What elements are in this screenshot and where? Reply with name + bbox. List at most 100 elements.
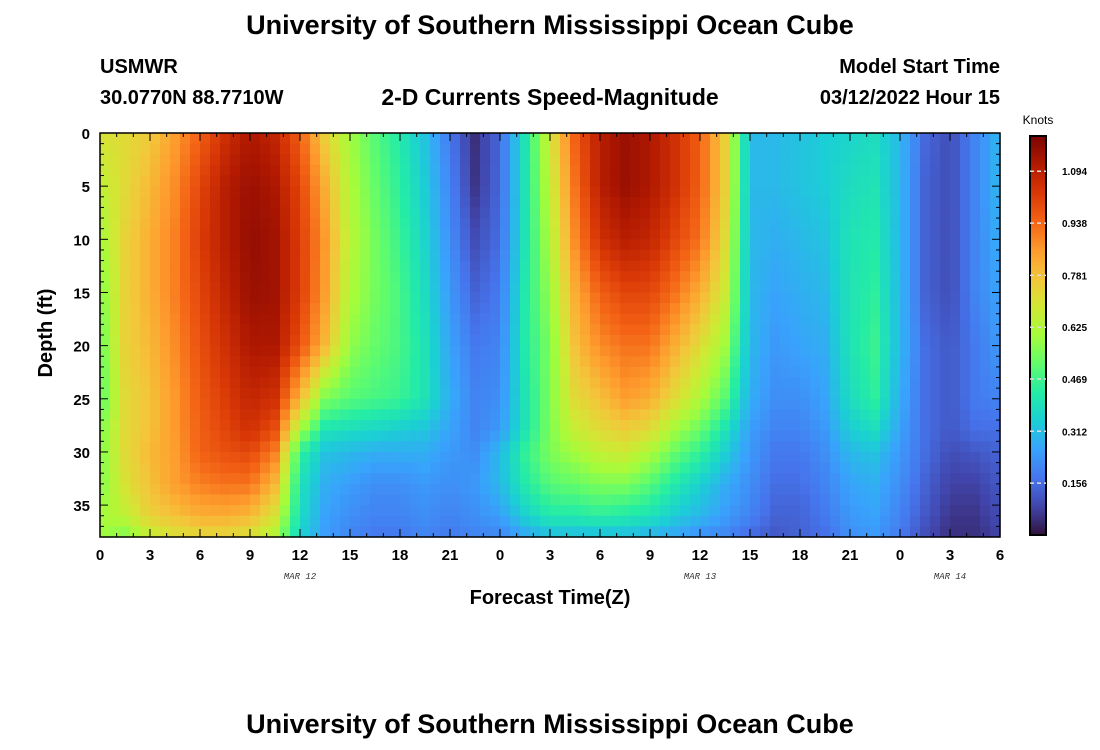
heatmap-cell	[950, 143, 961, 155]
heatmap-cell	[970, 388, 981, 400]
heatmap-cell	[430, 164, 441, 177]
heatmap-cell	[170, 462, 181, 474]
heatmap-cell	[110, 143, 121, 155]
heatmap-cell	[800, 409, 811, 421]
heatmap-cell	[340, 451, 351, 464]
heatmap-cell	[410, 345, 421, 357]
heatmap-cell	[600, 494, 611, 506]
heatmap-cell	[750, 441, 761, 453]
y-tick-label: 0	[82, 126, 90, 143]
heatmap-cell	[980, 133, 991, 145]
heatmap-cell	[130, 356, 141, 368]
heatmap-cell	[560, 164, 571, 177]
heatmap-cell	[840, 271, 851, 283]
heatmap-cell	[790, 335, 801, 347]
heatmap-cell	[840, 388, 851, 400]
heatmap-cell	[280, 515, 291, 527]
heatmap-cell	[410, 143, 421, 155]
heatmap-cell	[190, 218, 201, 230]
heatmap-cell	[870, 526, 881, 538]
heatmap-cell	[630, 260, 641, 272]
heatmap-cell	[700, 526, 711, 538]
heatmap-cell	[210, 515, 221, 527]
heatmap-cell	[290, 207, 301, 219]
heatmap-cell	[990, 196, 1001, 209]
heatmap-cell	[900, 271, 911, 283]
heatmap-cell	[260, 515, 271, 527]
heatmap-cell	[220, 441, 231, 453]
heatmap-cell	[660, 420, 671, 432]
heatmap-cell	[590, 228, 601, 240]
heatmap-cell	[680, 292, 691, 304]
heatmap-cell	[160, 420, 171, 432]
x-axis-label: Forecast Time(Z)	[470, 587, 631, 609]
heatmap-cell	[820, 409, 831, 421]
heatmap-cell	[920, 303, 931, 315]
heatmap-cell	[560, 196, 571, 209]
heatmap-cell	[320, 133, 331, 145]
heatmap-cell	[610, 260, 621, 272]
heatmap-cell	[980, 164, 991, 177]
heatmap-cell	[910, 281, 921, 294]
station-coordinates: 30.0770N 88.7710W	[100, 87, 284, 109]
heatmap-cell	[200, 133, 211, 145]
heatmap-cell	[680, 143, 691, 155]
heatmap-cell	[850, 515, 861, 527]
heatmap-cell	[390, 473, 401, 485]
heatmap-cell	[660, 377, 671, 389]
heatmap-cell	[980, 526, 991, 538]
heatmap-cell	[500, 494, 511, 506]
heatmap-cell	[270, 175, 281, 187]
heatmap-cell	[930, 356, 941, 368]
heatmap-cell	[480, 303, 491, 315]
heatmap-cell	[220, 377, 231, 389]
heatmap-cell	[950, 494, 961, 506]
heatmap-cell	[570, 420, 581, 432]
heatmap-cell	[870, 228, 881, 240]
heatmap-cell	[330, 164, 341, 177]
heatmap-cell	[570, 218, 581, 230]
heatmap-cell	[420, 186, 431, 198]
heatmap-cell	[110, 505, 121, 517]
heatmap-cell	[610, 441, 621, 453]
heatmap-cell	[620, 164, 631, 177]
heatmap-cell	[460, 483, 471, 496]
heatmap-cell	[830, 473, 841, 485]
heatmap-cell	[620, 366, 631, 379]
heatmap-cell	[970, 260, 981, 272]
heatmap-cell	[680, 494, 691, 506]
heatmap-cell	[320, 239, 331, 251]
heatmap-cell	[770, 303, 781, 315]
heatmap-cell	[800, 356, 811, 368]
heatmap-cell	[450, 249, 461, 262]
heatmap-cell	[780, 218, 791, 230]
heatmap-cell	[620, 143, 631, 155]
heatmap-cell	[800, 388, 811, 400]
heatmap-cell	[450, 239, 461, 251]
heatmap-cell	[670, 271, 681, 283]
heatmap-cell	[930, 239, 941, 251]
heatmap-cell	[120, 398, 131, 411]
heatmap-cell	[400, 430, 411, 442]
heatmap-cell	[620, 345, 631, 357]
heatmap-cell	[570, 430, 581, 442]
heatmap-cell	[420, 228, 431, 240]
heatmap-cell	[880, 260, 891, 272]
heatmap-cell	[750, 143, 761, 155]
heatmap-cell	[170, 218, 181, 230]
heatmap-cell	[460, 249, 471, 262]
heatmap-cell	[150, 430, 161, 442]
heatmap-cell	[900, 366, 911, 379]
heatmap-cell	[870, 260, 881, 272]
heatmap-cell	[330, 505, 341, 517]
heatmap-cell	[990, 239, 1001, 251]
heatmap-cell	[750, 324, 761, 336]
heatmap-cell	[310, 143, 321, 155]
heatmap-cell	[380, 133, 391, 145]
heatmap-cell	[310, 462, 321, 474]
heatmap-cell	[540, 526, 551, 538]
heatmap-cell	[760, 441, 771, 453]
heatmap-cell	[100, 377, 111, 389]
heatmap-cell	[460, 281, 471, 294]
heatmap-cell	[510, 186, 521, 198]
